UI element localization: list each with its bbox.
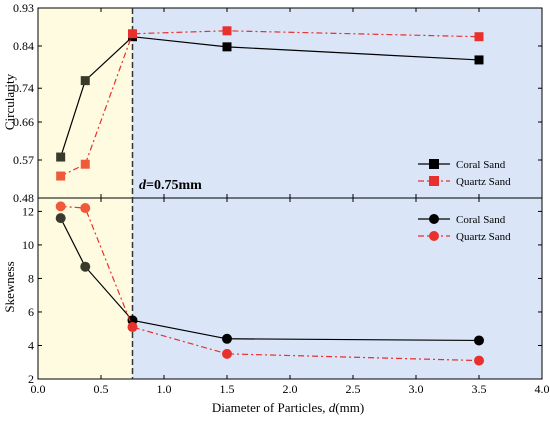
top-y-tick-label: 0.57 [13, 153, 34, 167]
top-y-tick-label: 0.84 [13, 39, 34, 53]
x-axis-label-prefix: Diameter of Particles, [212, 400, 329, 415]
bottom-quartz-sand-point [127, 322, 138, 333]
bottom-y-tick-label: 8 [28, 271, 34, 285]
top-y-tick-label: 0.93 [13, 1, 34, 15]
top-y-tick-label: 0.74 [13, 81, 34, 95]
x-tick-label: 0.0 [31, 382, 46, 396]
bottom-quartz-sand-point [474, 355, 484, 366]
bottom-quartz-sand-point [55, 201, 66, 212]
x-axis-label-suffix: (mm) [335, 400, 364, 415]
bottom-y-tick-label: 4 [28, 338, 34, 352]
bottom-y-tick-label: 2 [28, 372, 34, 386]
x-tick-label: 2.5 [346, 382, 361, 396]
left-region-background [38, 8, 133, 379]
top-quartz-sand-point [474, 32, 484, 42]
top-legend-coral-sand-label: Coral Sand [456, 159, 506, 171]
right-region-background [132, 8, 542, 379]
x-tick-label: 2.0 [283, 382, 298, 396]
bottom-coral-sand-point [55, 213, 66, 224]
legends: Coral Sand Quartz Sand Coral Sand Quartz Sa… [418, 159, 511, 243]
bottom-y-tick-label: 12 [22, 204, 34, 218]
top-quartz-sand-point [222, 26, 232, 36]
x-axis-label: Diameter of Particles, d(mm) [212, 400, 364, 415]
bottom-legend-coral-sand-label: Coral Sand [456, 214, 506, 226]
x-tick-label: 3.5 [472, 382, 487, 396]
x-tick-label: 0.5 [94, 382, 109, 396]
bottom-coral-sand-point [222, 333, 232, 344]
bottom-y-tick-label: 6 [28, 305, 34, 319]
top-y-axis-label: Circularity [2, 73, 17, 130]
x-tick-label: 3.0 [409, 382, 424, 396]
top-legend-coral-sand-marker [429, 159, 439, 169]
top-coral-sand-point [474, 55, 484, 65]
x-tick-label: 1.0 [157, 382, 172, 396]
axes: 0.48 0.57 0.66 0.74 0.84 0.93 2 4 6 8 10 12 0.0 0.5 1.… [13, 1, 550, 396]
bottom-y-axis-label: Skewness [2, 261, 17, 312]
top-quartz-sand-line [60, 30, 480, 177]
threshold-annotation-value: =0.75mm [146, 178, 202, 193]
top-coral-sand-point [56, 152, 66, 162]
x-tick-label: 1.5 [220, 382, 235, 396]
threshold-annotation: d=0.75mm [139, 178, 202, 193]
top-quartz-sand-point [80, 159, 90, 169]
bottom-quartz-sand-point [80, 203, 91, 214]
x-axis-label-var: d [329, 400, 336, 415]
top-legend-quartz-sand-label: Quartz Sand [456, 176, 511, 188]
bottom-y-tick-label: 10 [22, 238, 34, 252]
x-tick-label: 4.0 [535, 382, 550, 396]
bottom-coral-sand-point [474, 335, 484, 346]
top-y-tick-label: 0.66 [13, 115, 34, 129]
series-layer [55, 26, 484, 366]
top-coral-sand-point [222, 42, 232, 52]
bottom-legend-quartz-sand-label: Quartz Sand [456, 231, 511, 243]
bottom-legend-quartz-sand-marker [429, 231, 439, 241]
top-y-tick-label: 0.48 [13, 191, 34, 205]
top-quartz-sand-point [128, 29, 137, 39]
top-coral-sand-point [80, 76, 90, 86]
bottom-quartz-sand-point [222, 348, 232, 359]
bottom-quartz-sand-line [60, 205, 480, 362]
bottom-coral-sand-point [80, 261, 91, 272]
bottom-legend-coral-sand-marker [429, 214, 439, 224]
top-legend-quartz-sand-marker [429, 176, 439, 186]
threshold-annotation-var: d [139, 178, 147, 193]
background-regions [38, 8, 542, 379]
top-quartz-sand-point [56, 171, 66, 181]
